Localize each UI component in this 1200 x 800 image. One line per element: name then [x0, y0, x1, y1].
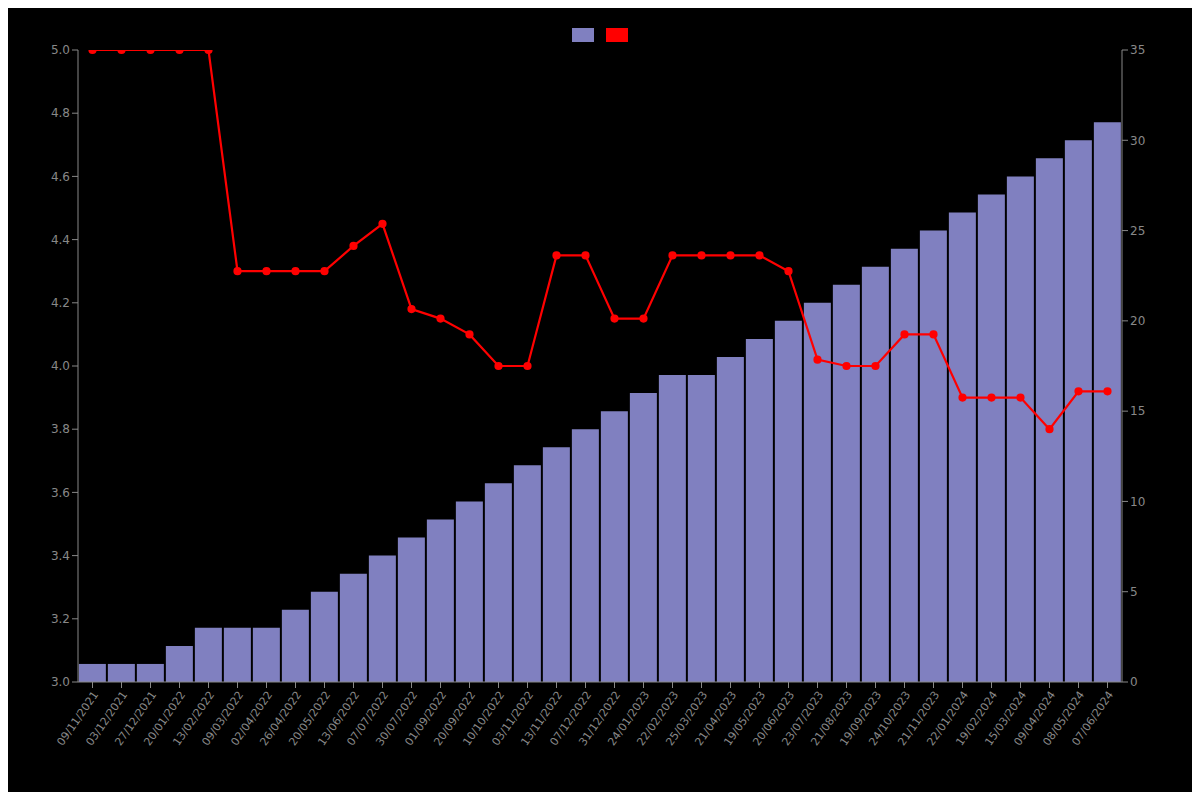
- svg-text:19/09/2023: 19/09/2023: [837, 688, 885, 749]
- svg-text:20/09/2022: 20/09/2022: [431, 688, 479, 749]
- svg-text:08/05/2024: 08/05/2024: [1040, 688, 1088, 749]
- svg-text:4.4: 4.4: [51, 233, 70, 247]
- svg-text:15/03/2024: 15/03/2024: [982, 688, 1030, 749]
- svg-text:25: 25: [1130, 224, 1145, 238]
- svg-text:13/11/2022: 13/11/2022: [518, 688, 566, 749]
- svg-text:4.8: 4.8: [51, 106, 70, 120]
- svg-text:01/09/2022: 01/09/2022: [402, 688, 450, 749]
- svg-text:3.4: 3.4: [51, 549, 70, 563]
- svg-text:30/07/2022: 30/07/2022: [373, 688, 421, 749]
- svg-text:13/06/2022: 13/06/2022: [315, 688, 363, 749]
- svg-text:19/02/2024: 19/02/2024: [953, 688, 1001, 749]
- svg-text:4.0: 4.0: [51, 359, 70, 373]
- svg-text:20/05/2022: 20/05/2022: [286, 688, 334, 749]
- svg-text:21/04/2023: 21/04/2023: [692, 688, 740, 749]
- svg-text:19/05/2023: 19/05/2023: [721, 688, 769, 749]
- svg-text:22/01/2024: 22/01/2024: [924, 688, 972, 749]
- svg-text:22/02/2023: 22/02/2023: [634, 688, 682, 749]
- svg-text:10/10/2022: 10/10/2022: [460, 688, 508, 749]
- svg-text:27/12/2021: 27/12/2021: [112, 688, 160, 749]
- svg-text:03/11/2022: 03/11/2022: [489, 688, 537, 749]
- svg-text:24/01/2023: 24/01/2023: [605, 688, 653, 749]
- svg-text:09/04/2024: 09/04/2024: [1011, 688, 1059, 749]
- svg-text:09/11/2021: 09/11/2021: [54, 688, 102, 749]
- svg-text:31/12/2022: 31/12/2022: [576, 688, 624, 749]
- svg-text:3.8: 3.8: [51, 422, 70, 436]
- svg-text:3.2: 3.2: [51, 612, 70, 626]
- svg-text:13/02/2022: 13/02/2022: [170, 688, 218, 749]
- svg-text:4.6: 4.6: [51, 170, 70, 184]
- svg-text:02/04/2022: 02/04/2022: [228, 688, 276, 749]
- svg-text:07/12/2022: 07/12/2022: [547, 688, 595, 749]
- svg-text:20/06/2023: 20/06/2023: [750, 688, 798, 749]
- svg-text:24/10/2023: 24/10/2023: [866, 688, 914, 749]
- svg-text:5: 5: [1130, 585, 1138, 599]
- svg-text:21/11/2023: 21/11/2023: [895, 688, 943, 749]
- svg-text:4.2: 4.2: [51, 296, 70, 310]
- svg-text:21/08/2023: 21/08/2023: [808, 688, 856, 749]
- svg-text:03/12/2021: 03/12/2021: [83, 688, 131, 749]
- svg-text:23/07/2023: 23/07/2023: [779, 688, 827, 749]
- svg-text:0: 0: [1130, 675, 1138, 689]
- svg-text:3.0: 3.0: [51, 675, 70, 689]
- svg-text:15: 15: [1130, 404, 1145, 418]
- svg-text:30: 30: [1130, 134, 1145, 148]
- svg-text:20: 20: [1130, 314, 1145, 328]
- svg-text:5.0: 5.0: [51, 43, 70, 57]
- svg-text:10: 10: [1130, 495, 1145, 509]
- svg-text:25/03/2023: 25/03/2023: [663, 688, 711, 749]
- svg-text:35: 35: [1130, 43, 1145, 57]
- svg-text:09/03/2022: 09/03/2022: [199, 688, 247, 749]
- svg-text:07/07/2022: 07/07/2022: [344, 688, 392, 749]
- svg-text:07/06/2024: 07/06/2024: [1069, 689, 1116, 748]
- svg-text:26/04/2022: 26/04/2022: [257, 688, 305, 749]
- svg-text:20/01/2022: 20/01/2022: [141, 688, 189, 749]
- svg-text:3.6: 3.6: [51, 486, 70, 500]
